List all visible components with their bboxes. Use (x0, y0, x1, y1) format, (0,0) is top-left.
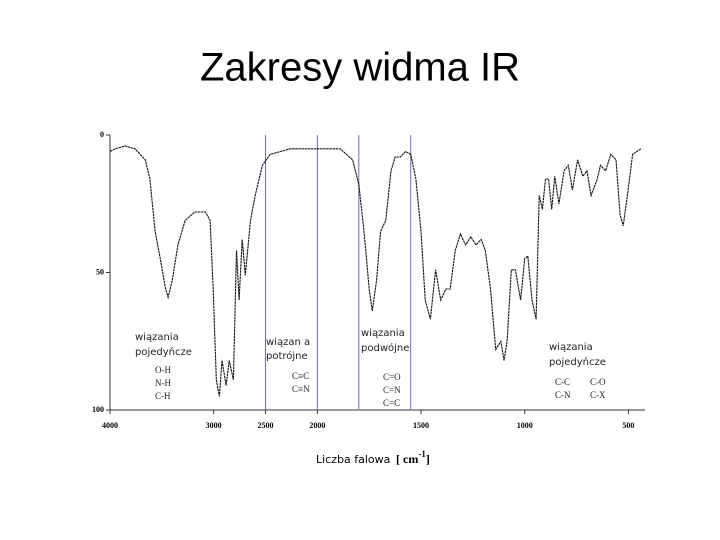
y-tick-label: 100 (92, 405, 104, 414)
annotation-heading: pojedyńcze (549, 356, 606, 368)
spectrum-line (109, 145, 642, 397)
bond-label: C-X (590, 390, 606, 400)
x-tick-label: 3000 (206, 421, 222, 430)
slide-title: Zakresy widma IR (200, 46, 520, 90)
bond-label: O-H (155, 365, 171, 375)
unit-exponent: -1 (418, 449, 426, 459)
x-tick-label: 500 (622, 421, 634, 430)
bond-label: C=N (383, 385, 401, 395)
x-axis-label: Liczba falowa (316, 453, 390, 466)
x-tick-label: 4000 (102, 421, 118, 430)
y-tick-label: 50 (96, 267, 104, 276)
bond-label: C-N (555, 390, 571, 400)
bond-label: C=O (383, 372, 401, 382)
bond-label: C-C (555, 377, 570, 387)
y-tick-label: 0 (100, 130, 104, 139)
x-tick-label: 1500 (413, 421, 429, 430)
bond-label: C≡N (292, 384, 310, 394)
bond-label: C≡C (292, 371, 309, 381)
annotation-heading: wiązania (135, 332, 179, 343)
bond-label: C-O (590, 377, 606, 387)
x-tick-label: 2000 (309, 421, 325, 430)
unit-part: [ cm (396, 452, 418, 466)
unit-part: ] (426, 452, 430, 466)
x-tick-label: 1000 (517, 421, 533, 430)
x-axis-unit: [ cm-1] (396, 449, 430, 466)
annotation-heading: wiązania (361, 328, 405, 339)
annotation-heading: potrójne (266, 350, 308, 362)
bond-label: C-H (155, 391, 171, 401)
annotation-heading: wiązania (549, 342, 593, 353)
annotation-heading: pojedyńcze (135, 346, 192, 358)
bond-label: C=C (383, 398, 400, 408)
annotation-heading: wiązan a (266, 337, 310, 348)
annotation-heading: podwójne (361, 342, 409, 354)
bond-label: N-H (155, 378, 171, 388)
x-tick-label: 2500 (258, 421, 274, 430)
